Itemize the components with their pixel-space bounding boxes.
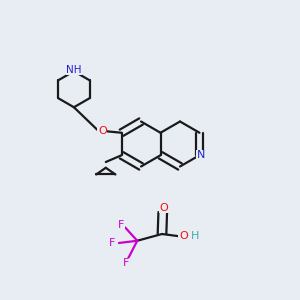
Text: O: O — [160, 203, 169, 213]
Text: H: H — [190, 231, 199, 241]
Text: O: O — [98, 126, 107, 136]
Text: F: F — [118, 220, 125, 230]
Text: O: O — [179, 231, 188, 241]
Text: N: N — [197, 150, 205, 160]
Text: F: F — [123, 258, 129, 268]
Text: NH: NH — [66, 65, 82, 75]
Text: F: F — [109, 238, 115, 248]
